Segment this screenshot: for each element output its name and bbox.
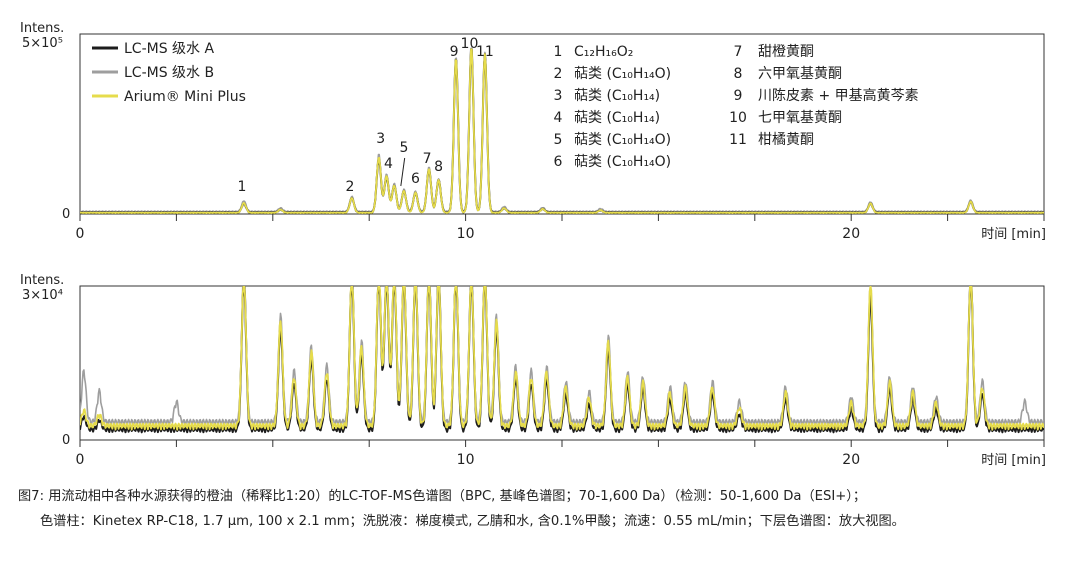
- peak-id-number: 10: [729, 110, 747, 126]
- legend-label: LC-MS 级水 B: [124, 65, 214, 81]
- peak-id-row: 4 萜类 (C₁₀H₁₄): [554, 110, 661, 126]
- x-axis-label: 时间 [min]: [981, 453, 1046, 468]
- peak-id-row: 5 萜类 (C₁₀H₁₄O): [554, 132, 672, 148]
- peak-id-number: 3: [554, 88, 563, 104]
- peak-label: 9: [450, 44, 459, 60]
- series-line-arium: [80, 48, 1044, 214]
- peak-id-row: 7 甜橙黄酮: [734, 43, 814, 60]
- chart-panel-bottom: 0 10 20 时间 [min] Intens.3×10⁴ 0: [20, 273, 1046, 468]
- peak-id-number: 8: [734, 66, 743, 82]
- peak-id-name: C₁₂H₁₆O₂: [574, 44, 633, 60]
- peak-label: 2: [345, 179, 354, 195]
- peak-id-number: 7: [734, 44, 743, 60]
- peak-id-name: 萜类 (C₁₀H₁₄): [574, 88, 660, 104]
- peak-id-name: 萜类 (C₁₀H₁₄O): [574, 132, 671, 148]
- peak-id-name: 萜类 (C₁₀H₁₄O): [574, 66, 671, 82]
- peak-id-number: 1: [554, 44, 563, 60]
- peak-id-name: 柑橘黄酮: [758, 131, 814, 148]
- legend-item: Arium® Mini Plus: [92, 89, 246, 105]
- peak-label: 1: [237, 179, 246, 195]
- peak-id-name: 萜类 (C₁₀H₁₄): [574, 110, 660, 126]
- peak-label: 6: [411, 171, 420, 187]
- peak-id-number: 11: [729, 132, 747, 148]
- peak-id-name: 川陈皮素 + 甲基高黄芩素: [758, 87, 919, 104]
- legend-item: LC-MS 级水 A: [92, 41, 214, 57]
- x-tick-label: 10: [457, 226, 475, 242]
- peak-id-name: 萜类 (C₁₀H₁₄O): [574, 154, 671, 170]
- legend-label: LC-MS 级水 A: [124, 41, 214, 57]
- peak-label: 11: [476, 44, 494, 60]
- peak-label: 5: [399, 140, 408, 156]
- x-axis-label: 时间 [min]: [981, 227, 1046, 242]
- y-axis-zero-label: 0: [62, 207, 70, 222]
- peak-label: 8: [434, 159, 443, 175]
- peak-id-name: 七甲氧基黄酮: [758, 109, 842, 126]
- x-tick-label: 20: [842, 226, 860, 242]
- figure-caption-line-1: 图7: 用流动相中各种水源获得的橙油（稀释比1:20）的LC-TOF-MS色谱图…: [18, 489, 867, 504]
- series-line-water-b: [80, 286, 1044, 428]
- y-axis-top-label: 3×10⁴: [22, 288, 63, 303]
- peak-id-number: 6: [554, 154, 563, 170]
- x-tick-label: 10: [457, 452, 475, 468]
- legend-item: LC-MS 级水 B: [92, 65, 214, 81]
- peak-id-number: 2: [554, 66, 563, 82]
- peak-label: 7: [423, 151, 432, 167]
- x-tick-label: 0: [76, 226, 85, 242]
- y-axis-label: Intens.: [20, 273, 64, 288]
- x-tick-label: 0: [76, 452, 85, 468]
- peak-id-row: 11 柑橘黄酮: [729, 131, 814, 148]
- peak-id-name: 六甲氧基黄酮: [758, 65, 842, 82]
- y-axis-top-label: 5×10⁵: [22, 36, 63, 51]
- peak-label: 4: [384, 156, 393, 172]
- peak-label: 10: [461, 36, 479, 52]
- series-line-arium: [80, 286, 1044, 431]
- peak-id-number: 5: [554, 132, 563, 148]
- chart-panel-top: 0 10 20 时间 [min] Intens.5×10⁵ 0 LC-MS 级水 A LC-M…: [20, 21, 1046, 242]
- peak-id-row: 2 萜类 (C₁₀H₁₄O): [554, 66, 672, 82]
- x-tick-label: 20: [842, 452, 860, 468]
- y-axis-zero-label: 0: [62, 433, 70, 448]
- peak-id-row: 8 六甲氧基黄酮: [734, 65, 842, 82]
- legend-label: Arium® Mini Plus: [124, 89, 246, 105]
- peak-id-number: 4: [554, 110, 563, 126]
- peak-id-row: 6 萜类 (C₁₀H₁₄O): [554, 154, 672, 170]
- peak-id-row: 9 川陈皮素 + 甲基高黄芩素: [734, 87, 919, 104]
- peak-id-name: 甜橙黄酮: [758, 43, 814, 60]
- figure-caption-line-2: 色谱柱：Kinetex RP-C18, 1.7 µm, 100 x 2.1 mm…: [40, 514, 905, 529]
- peak-id-row: 3 萜类 (C₁₀H₁₄): [554, 88, 661, 104]
- peak-id-row: 1 C₁₂H₁₆O₂: [554, 44, 634, 60]
- peak-leader-line: [400, 157, 406, 187]
- peak-label: 3: [376, 131, 385, 147]
- peak-id-row: 10 七甲氧基黄酮: [729, 109, 842, 126]
- y-axis-label: Intens.: [20, 21, 64, 36]
- peak-id-number: 9: [734, 88, 743, 104]
